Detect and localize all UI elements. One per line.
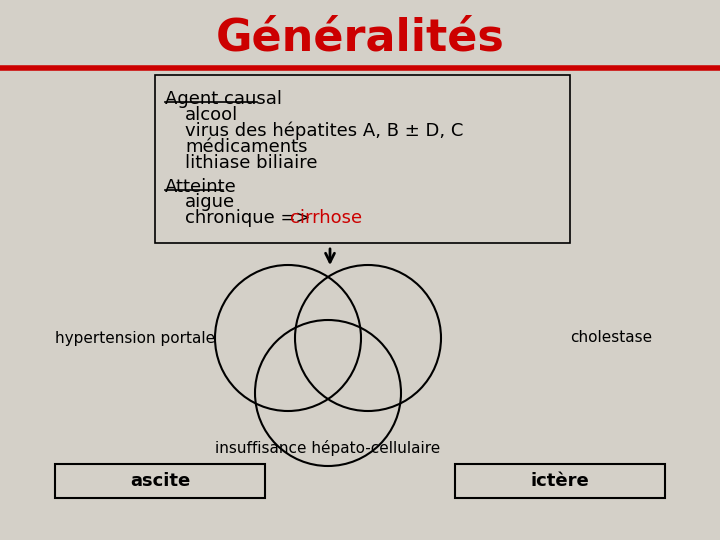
Text: virus des hépatites A, B ± D, C: virus des hépatites A, B ± D, C — [185, 122, 464, 140]
Text: alcool: alcool — [185, 106, 238, 124]
Text: Agent causal: Agent causal — [165, 90, 282, 108]
Text: insuffisance hépato-cellulaire: insuffisance hépato-cellulaire — [215, 440, 441, 456]
Bar — [155, 75, 570, 243]
Text: hypertension portale: hypertension portale — [55, 330, 215, 346]
Text: chronique =>: chronique => — [185, 209, 316, 227]
Text: cirrhose: cirrhose — [290, 209, 362, 227]
Text: Atteinte: Atteinte — [165, 178, 237, 196]
Bar — [455, 464, 665, 498]
Text: ascite: ascite — [130, 472, 190, 490]
Text: cholestase: cholestase — [570, 330, 652, 346]
Text: lithiase biliaire: lithiase biliaire — [185, 154, 318, 172]
Text: ictère: ictère — [531, 472, 590, 490]
Text: Généralités: Généralités — [215, 17, 505, 59]
Bar — [55, 464, 265, 498]
Text: médicaments: médicaments — [185, 138, 307, 156]
Text: aigue: aigue — [185, 193, 235, 211]
